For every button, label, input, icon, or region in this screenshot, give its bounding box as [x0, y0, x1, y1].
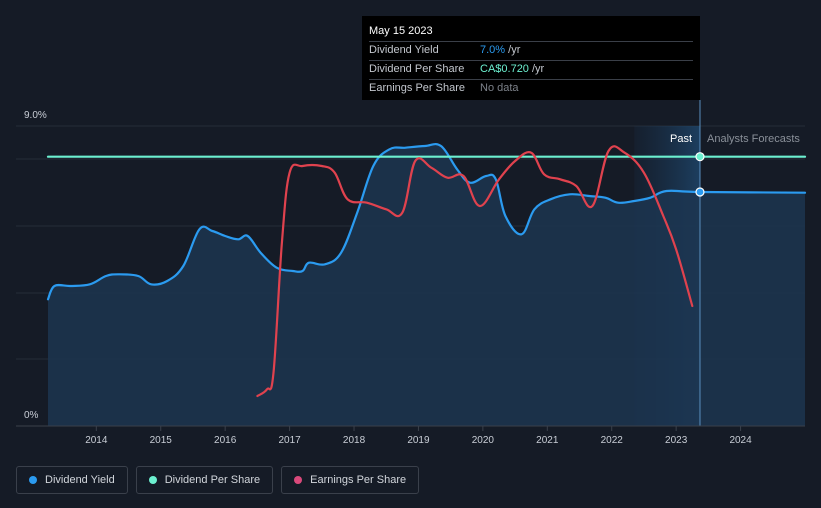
tooltip-label: Dividend Yield	[369, 44, 439, 56]
tooltip-date: May 15 2023	[369, 25, 433, 37]
tooltip-label: Earnings Per Share	[369, 82, 465, 94]
x-tick-label: 2015	[150, 435, 173, 446]
legend-label: Earnings Per Share	[310, 474, 407, 486]
legend-dividend-yield[interactable]: Dividend Yield	[16, 466, 128, 494]
legend-dot-icon	[29, 476, 37, 484]
legend: Dividend Yield Dividend Per Share Earnin…	[16, 466, 420, 494]
x-tick-label: 2021	[536, 435, 559, 446]
x-tick-label: 2016	[214, 435, 237, 446]
dividend-yield-marker	[695, 187, 705, 197]
x-axis-ticks: 2014 2015 2016 2017 2018 2019 2020 2021 2022 2023…	[85, 426, 752, 446]
tooltip-value: 7.0% /yr	[480, 42, 520, 60]
tooltip-label: Dividend Per Share	[369, 63, 465, 75]
tooltip-value: No data	[480, 80, 519, 98]
tooltip-row-dividend-yield: Dividend Yield 7.0% /yr	[369, 41, 693, 60]
legend-earnings-per-share[interactable]: Earnings Per Share	[281, 466, 420, 494]
past-label: Past	[670, 133, 692, 145]
legend-label: Dividend Per Share	[164, 474, 261, 486]
tooltip-suffix: /yr	[505, 44, 521, 56]
x-tick-label: 2020	[472, 435, 495, 446]
earnings-per-share-line	[256, 145, 694, 398]
tooltip-row-earnings-per-share: Earnings Per Share No data	[369, 79, 693, 98]
x-tick-label: 2018	[343, 435, 366, 446]
tooltip-value: CA$0.720 /yr	[480, 61, 544, 79]
dividend-yield-line	[46, 142, 807, 301]
analysts-forecasts-label: Analysts Forecasts	[707, 133, 800, 145]
legend-label: Dividend Yield	[45, 474, 115, 486]
x-tick-label: 2019	[407, 435, 430, 446]
dividend-per-share-value: CA$0.720	[480, 63, 529, 75]
tooltip-suffix: /yr	[528, 63, 545, 75]
earnings-per-share-value: No data	[480, 82, 519, 94]
y-axis-max-label: 9.0%	[24, 110, 47, 121]
series-lines	[46, 142, 807, 398]
y-axis-min-label: 0%	[24, 410, 39, 421]
x-tick-label: 2017	[278, 435, 301, 446]
tooltip-row-dividend-per-share: Dividend Per Share CA$0.720 /yr	[369, 60, 693, 79]
x-tick-label: 2023	[665, 435, 688, 446]
x-tick-label: 2014	[85, 435, 108, 446]
dividend-yield-area	[48, 144, 805, 426]
legend-dot-icon	[148, 476, 157, 484]
cursor-markers	[695, 152, 705, 197]
legend-dot-icon	[294, 476, 303, 484]
tooltip: May 15 2023 Dividend Yield 7.0% /yr Divi…	[362, 16, 700, 100]
x-tick-label: 2022	[601, 435, 624, 446]
x-tick-label: 2024	[729, 435, 752, 446]
dividend-yield-value: 7.0%	[480, 44, 506, 56]
legend-dividend-per-share[interactable]: Dividend Per Share	[135, 466, 274, 494]
dividend-per-share-marker	[695, 152, 705, 162]
